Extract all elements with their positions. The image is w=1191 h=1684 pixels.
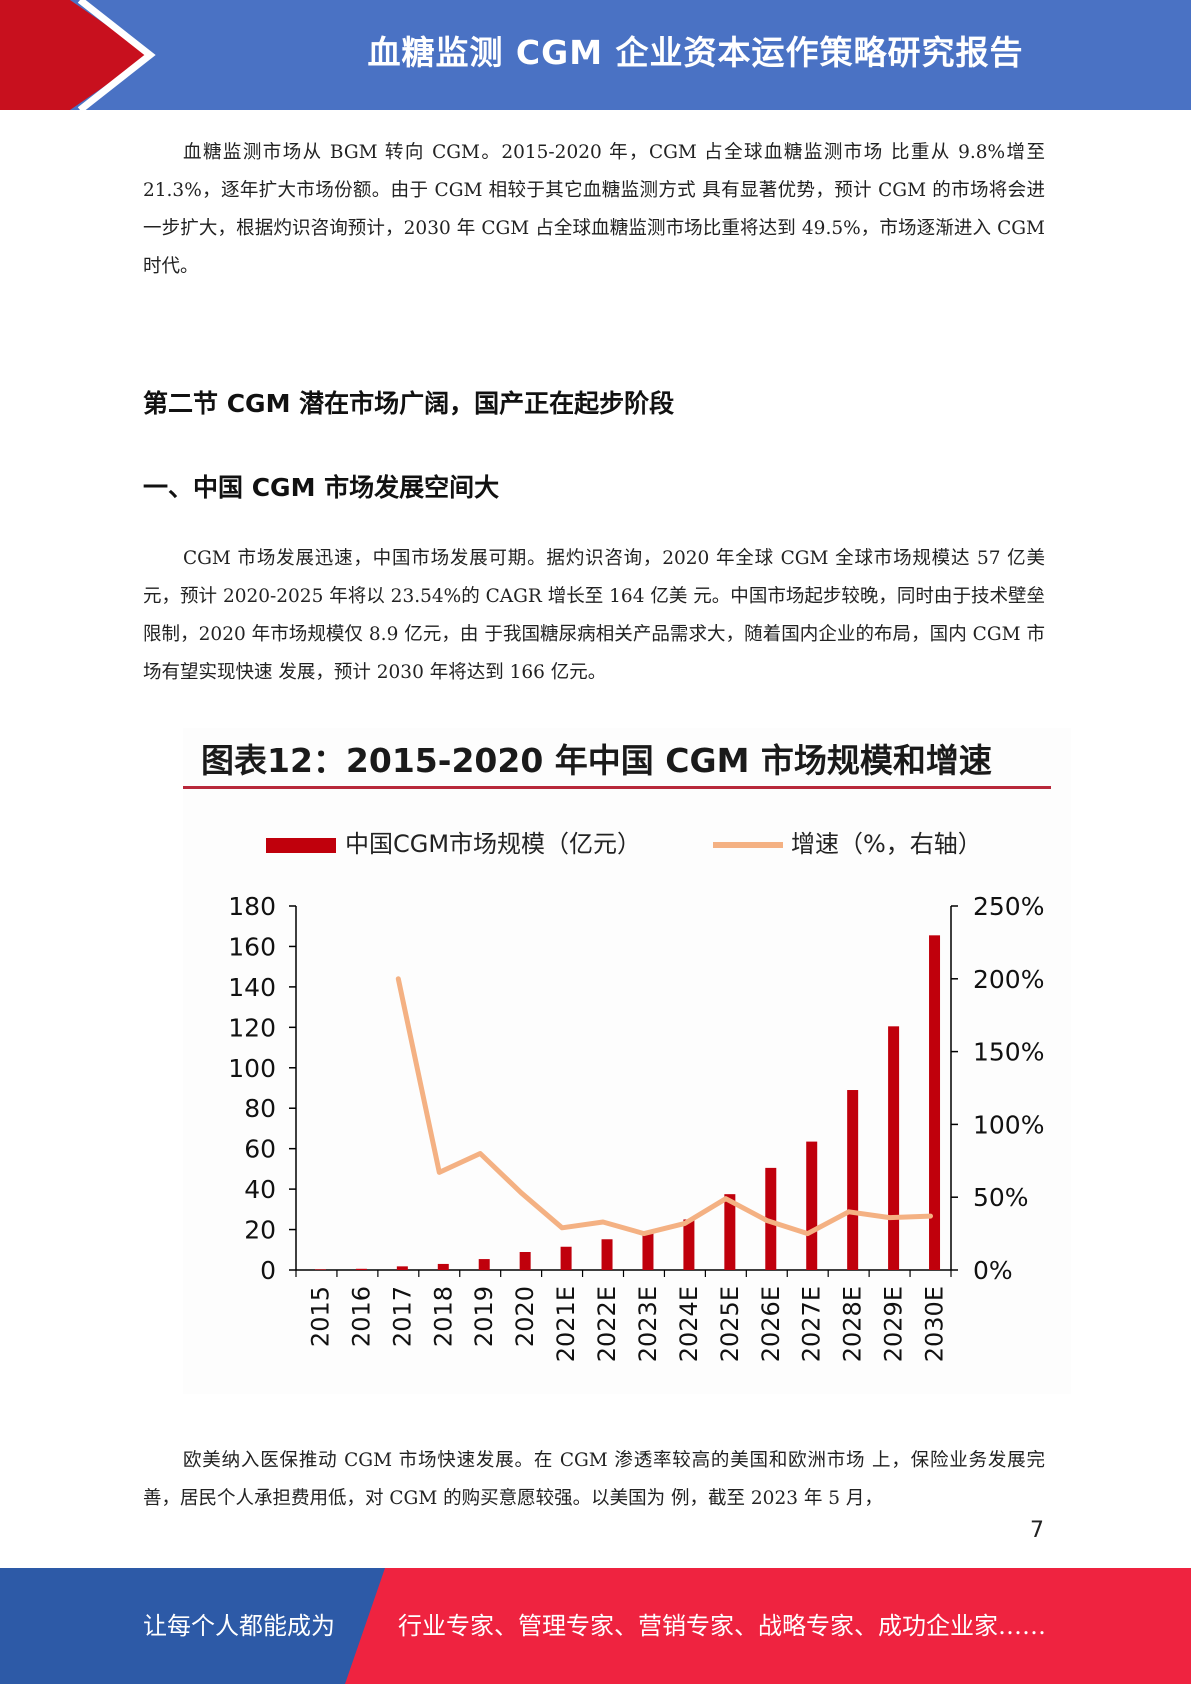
x-tick-label: 2021E	[552, 1286, 580, 1362]
bar-2027E	[806, 1141, 818, 1270]
bar-2017	[396, 1266, 408, 1270]
legend-bar-swatch	[266, 838, 336, 853]
bar-2026E	[765, 1167, 777, 1270]
x-tick-label: 2026E	[757, 1286, 785, 1362]
chart-canvas: 中国CGM市场规模（亿元） 增速（%，右轴） 0 20 40 60 80 100 120 140 1…	[228, 830, 1044, 1362]
y-right-tick-label: 50%	[973, 1183, 1029, 1212]
bar-2029E	[888, 1026, 900, 1270]
y-left-tick-label: 120	[228, 1013, 276, 1042]
bar-2019	[478, 1259, 490, 1270]
x-tick-label: 2015	[306, 1286, 334, 1347]
chart-title: 图表12：2015-2020 年中国 CGM 市场规模和增速	[201, 741, 992, 780]
bar-2023E	[642, 1231, 654, 1270]
legend-bar-label: 中国CGM市场规模（亿元）	[345, 830, 641, 858]
x-tick-label: 2023E	[634, 1286, 662, 1362]
bar-2022E	[601, 1239, 613, 1270]
y-left-tick-label: 40	[244, 1175, 276, 1204]
y-right-tick-label: 200%	[973, 965, 1044, 994]
y-left-tick-label: 100	[228, 1054, 276, 1083]
footer-right-band	[345, 1568, 1191, 1684]
x-tick-label: 2016	[347, 1286, 375, 1347]
paragraph-intro: 血糖监测市场从 BGM 转向 CGM。2015-2020 年，CGM 占全球血糖…	[143, 142, 1045, 277]
x-tick-label: 2025E	[716, 1286, 744, 1362]
y-left-tick-label: 140	[228, 973, 276, 1002]
footer-slogan-left: 让每个人都能成为	[143, 1612, 335, 1640]
bar-2021E	[560, 1246, 572, 1270]
y-left-tick-label: 80	[244, 1094, 276, 1123]
growth-line	[395, 976, 933, 1237]
chart-title-rule	[183, 786, 1051, 789]
x-tick-label: 2019	[470, 1286, 498, 1347]
x-tick-label: 2017	[388, 1286, 416, 1347]
section-heading: 第二节 CGM 潜在市场广阔，国产正在起步阶段	[143, 389, 675, 418]
y-left-tick-label: 0	[260, 1256, 276, 1285]
bar-2030E	[929, 935, 941, 1270]
x-tick-label: 2030E	[921, 1286, 949, 1362]
x-tick-label: 2018	[429, 1286, 457, 1347]
bar-2016	[355, 1268, 367, 1270]
bar-2020	[519, 1252, 531, 1270]
x-tick-label: 2020	[511, 1286, 539, 1347]
paragraph-market: CGM 市场发展迅速，中国市场发展可期。据灼识咨询，2020 年全球 CGM 全…	[143, 548, 1045, 683]
y-right-tick-label: 0%	[973, 1256, 1013, 1285]
y-right-tick-label: 250%	[973, 892, 1044, 921]
y-left-tick-label: 60	[244, 1135, 276, 1164]
bar-2018	[437, 1263, 449, 1270]
legend-line-label: 增速（%，右轴）	[791, 830, 982, 858]
page-number: 7	[1030, 1518, 1044, 1543]
chart-figure: 图表12：2015-2020 年中国 CGM 市场规模和增速 中国CGM市场规模…	[183, 728, 1071, 1394]
x-tick-label: 2024E	[675, 1286, 703, 1362]
page-header: 血糖监测 CGM 企业资本运作策略研究报告	[0, 0, 1191, 110]
page-footer: 让每个人都能成为 行业专家、管理专家、营销专家、战略专家、成功企业家……	[0, 1568, 1191, 1684]
report-title: 血糖监测 CGM 企业资本运作策略研究报告	[367, 33, 1024, 72]
bar-2025E	[724, 1194, 736, 1270]
bar-2015	[314, 1269, 326, 1270]
x-tick-label: 2028E	[839, 1286, 867, 1362]
x-tick-label: 2022E	[593, 1286, 621, 1362]
paragraph-insurance: 欧美纳入医保推动 CGM 市场快速发展。在 CGM 渗透率较高的美国和欧洲市场 …	[143, 1450, 1045, 1509]
y-right-tick-label: 150%	[973, 1038, 1044, 1067]
subsection-heading: 一、中国 CGM 市场发展空间大	[143, 473, 500, 502]
y-left-tick-label: 180	[228, 892, 276, 921]
y-left-tick-label: 20	[244, 1216, 276, 1245]
footer-slogan-right: 行业专家、管理专家、营销专家、战略专家、成功企业家……	[398, 1612, 1046, 1640]
y-left-tick-label: 160	[228, 932, 276, 961]
y-right-tick-label: 100%	[973, 1110, 1044, 1139]
x-tick-label: 2027E	[798, 1286, 826, 1362]
bar-2024E	[683, 1219, 695, 1270]
header-arrow-icon	[0, 0, 156, 110]
x-tick-label: 2029E	[880, 1286, 908, 1362]
bar-2028E	[847, 1090, 859, 1270]
